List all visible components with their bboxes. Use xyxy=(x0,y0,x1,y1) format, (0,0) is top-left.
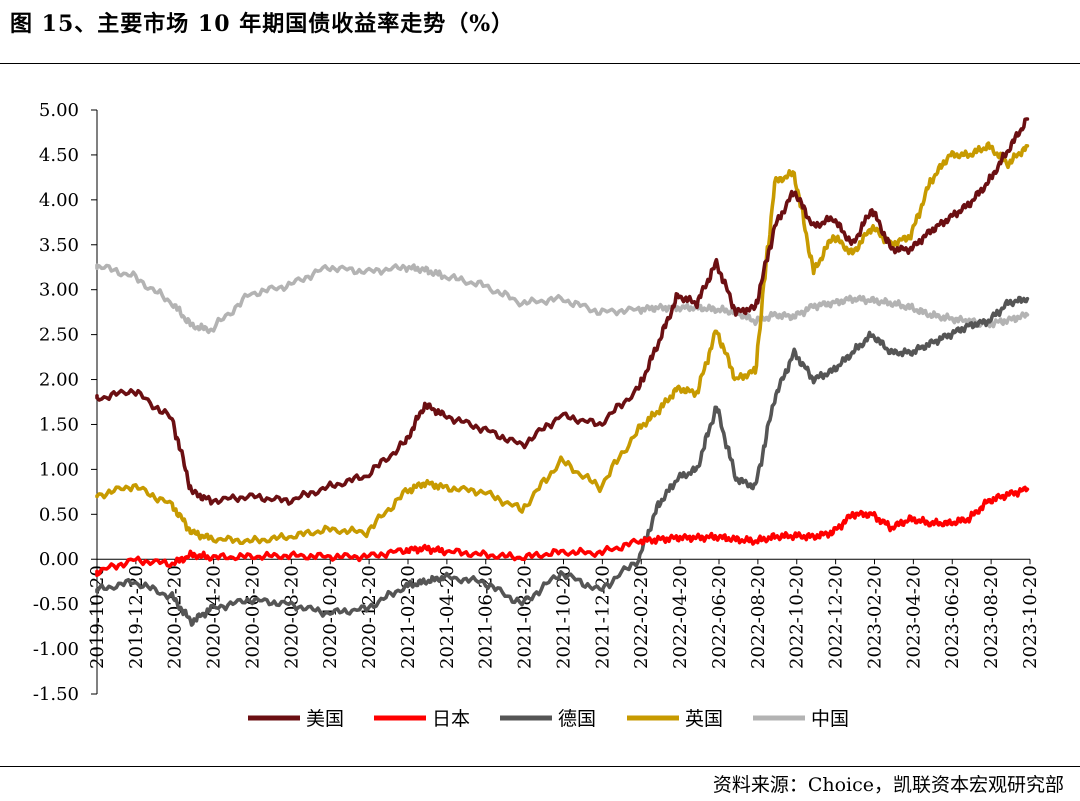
x-tick-label: 2022-08-20 xyxy=(748,565,769,669)
x-tick-label: 2023-02-20 xyxy=(865,565,886,669)
series-line-2 xyxy=(95,485,1030,577)
x-tick-label: 2020-08-20 xyxy=(281,565,302,669)
x-tick-label: 2021-06-20 xyxy=(476,565,497,669)
x-tick-label: 2023-06-20 xyxy=(942,565,963,669)
legend-label: 德国 xyxy=(558,708,596,730)
series-line-1 xyxy=(95,117,1030,506)
x-tick-label: 2023-08-20 xyxy=(981,565,1002,669)
x-tick-label: 2022-02-20 xyxy=(631,565,652,669)
x-tick-label: 2020-10-20 xyxy=(320,565,341,669)
y-tick-label: 3.00 xyxy=(39,280,79,301)
series-line-4 xyxy=(95,141,1030,545)
legend-label: 日本 xyxy=(432,708,470,730)
legend-label: 英国 xyxy=(685,708,723,730)
y-tick-label: 1.00 xyxy=(39,459,79,480)
page-title: 图 15、主要市场 10 年期国债收益率走势（%） xyxy=(10,11,515,37)
x-tick-label: 2023-04-20 xyxy=(903,565,924,669)
x-tick-label: 2019-10-20 xyxy=(87,565,108,669)
y-tick-label: 2.00 xyxy=(39,370,79,391)
x-tick-label: 2021-10-20 xyxy=(554,565,575,669)
x-tick-label: 2019-12-20 xyxy=(126,565,147,669)
x-tick-label: 2022-06-20 xyxy=(709,565,730,669)
x-tick-label: 2021-02-20 xyxy=(398,565,419,669)
y-tick-label: -0.50 xyxy=(33,594,79,615)
y-tick-label: -1.50 xyxy=(33,684,79,705)
x-tick-label: 2021-12-20 xyxy=(592,565,613,669)
y-tick-label: 1.50 xyxy=(39,414,79,435)
y-tick-label: 0.00 xyxy=(39,549,79,570)
y-tick-label: 0.50 xyxy=(39,504,79,525)
y-tick-label: 3.50 xyxy=(39,235,79,256)
x-tick-label: 2022-12-20 xyxy=(826,565,847,669)
title-divider xyxy=(0,63,1080,64)
y-tick-label: -1.00 xyxy=(33,639,79,660)
series-line-3 xyxy=(95,295,1030,627)
x-tick-label: 2020-02-20 xyxy=(165,565,186,669)
x-tick-label: 2020-04-20 xyxy=(204,565,225,669)
x-tick-label: 2020-12-20 xyxy=(359,565,380,669)
y-tick-label: 5.00 xyxy=(39,100,79,121)
legend-label: 美国 xyxy=(306,708,344,730)
source-divider xyxy=(0,766,1080,767)
source-note: 资料来源：Choice，凯联资本宏观研究部 xyxy=(712,774,1064,796)
x-tick-label: 2022-10-20 xyxy=(787,565,808,669)
y-tick-label: 4.00 xyxy=(39,190,79,211)
x-tick-label: 2021-08-20 xyxy=(515,565,536,669)
x-tick-label: 2023-10-20 xyxy=(1020,565,1041,669)
y-tick-label: 4.50 xyxy=(39,145,79,166)
legend-label: 中国 xyxy=(811,708,849,730)
series-line-5 xyxy=(95,263,1030,335)
y-tick-label: 2.50 xyxy=(39,325,79,346)
x-tick-label: 2020-06-20 xyxy=(243,565,264,669)
x-tick-label: 2021-04-20 xyxy=(437,565,458,669)
x-tick-label: 2022-04-20 xyxy=(670,565,691,669)
